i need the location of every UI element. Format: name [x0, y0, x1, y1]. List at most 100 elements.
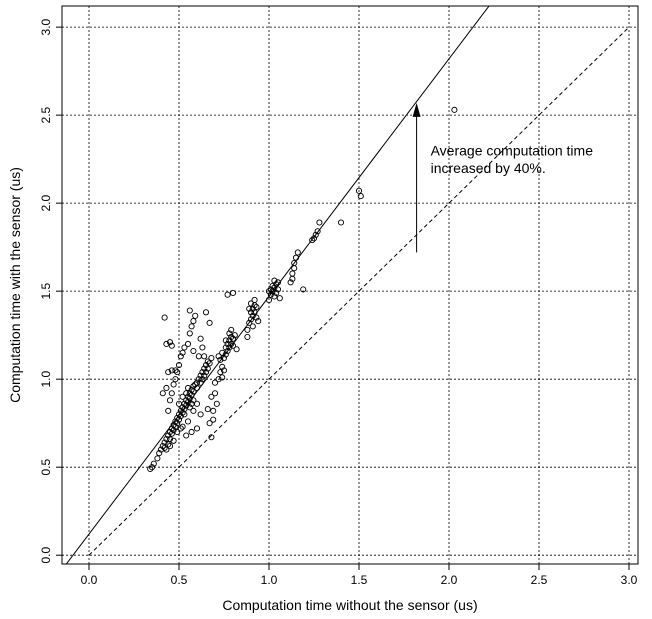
data-point	[274, 286, 282, 293]
data-point	[228, 326, 235, 333]
annotation: Average computation time increased by 40…	[412, 102, 594, 253]
x-tick-label: 1.0	[261, 573, 278, 587]
data-point	[177, 353, 184, 360]
data-point	[219, 363, 226, 370]
data-point	[202, 309, 210, 316]
y-tick-label: 0.0	[39, 547, 53, 564]
data-point	[204, 406, 211, 413]
data-point	[188, 323, 195, 330]
data-point	[355, 187, 363, 194]
data-point	[183, 402, 190, 409]
data-point	[253, 314, 260, 321]
data-point	[175, 416, 183, 423]
data-point	[174, 420, 181, 427]
data-point	[249, 305, 256, 312]
data-point	[150, 460, 157, 467]
data-point	[206, 420, 213, 427]
x-tick-label: 0.5	[171, 573, 188, 587]
data-point	[163, 446, 170, 453]
data-point	[217, 356, 224, 363]
data-point	[271, 277, 278, 284]
plot-frame	[61, 5, 639, 565]
grid	[62, 6, 638, 564]
data-point	[309, 237, 316, 244]
data-point	[249, 312, 256, 319]
data-point	[246, 305, 253, 312]
data-point	[199, 376, 206, 383]
data-point	[215, 376, 222, 383]
data-point	[190, 397, 197, 404]
data-point	[208, 434, 215, 441]
y-tick-label: 1.0	[39, 371, 53, 388]
data-point	[273, 281, 280, 288]
x-tick-label: 3.0	[621, 573, 638, 587]
annotation-line-1: Average computation time	[431, 143, 594, 159]
data-point	[165, 432, 172, 439]
data-point	[190, 407, 197, 414]
data-point	[265, 296, 273, 304]
data-point	[186, 404, 193, 411]
data-point	[247, 300, 255, 307]
data-point	[177, 425, 184, 432]
data-point	[222, 351, 229, 358]
data-point	[193, 425, 201, 432]
annotation-arrowhead	[412, 102, 421, 117]
data-point	[199, 344, 206, 351]
data-point	[159, 443, 166, 450]
data-point	[179, 393, 186, 400]
data-point	[193, 384, 201, 392]
data-point	[244, 333, 251, 340]
data-point	[206, 360, 213, 367]
data-point	[229, 342, 237, 349]
data-point	[174, 369, 181, 376]
data-point	[204, 358, 211, 365]
data-point	[186, 395, 193, 402]
data-point	[168, 390, 175, 397]
data-point	[208, 393, 215, 400]
data-point	[267, 286, 274, 293]
reference-lines	[65, 6, 630, 564]
data-point	[316, 219, 323, 226]
data-point	[226, 330, 233, 337]
data-point	[183, 432, 190, 439]
data-point	[312, 231, 319, 238]
y-axis: 0.0 0.5 1.0 1.5 2.0 2.5 3.0	[39, 18, 62, 564]
data-point	[211, 390, 219, 397]
data-point	[357, 193, 364, 200]
data-point	[179, 409, 186, 416]
x-tick-label: 0.0	[81, 573, 98, 587]
data-point	[154, 455, 161, 462]
data-point	[228, 340, 235, 348]
data-point	[229, 335, 237, 342]
data-point	[174, 428, 181, 436]
data-point	[247, 316, 255, 323]
data-point	[229, 289, 237, 296]
data-point	[188, 391, 195, 399]
data-point	[172, 367, 179, 374]
data-point	[166, 435, 174, 443]
data-point	[166, 397, 174, 404]
data-point	[190, 318, 197, 325]
x-tick-label: 1.5	[351, 573, 368, 587]
data-point	[179, 349, 186, 356]
data-point	[202, 362, 210, 369]
data-point	[172, 376, 179, 383]
data-point	[220, 355, 228, 362]
data-point	[222, 337, 229, 344]
data-point	[224, 347, 231, 355]
data-point	[170, 437, 177, 444]
x-axis-label: Computation time without the sensor (us)	[222, 597, 477, 613]
x-tick-label: 2.0	[441, 573, 458, 587]
y-tick-label: 1.5	[39, 282, 53, 299]
data-point	[271, 284, 278, 291]
data-point	[276, 295, 283, 302]
data-point	[163, 340, 170, 348]
data-point	[159, 390, 166, 397]
data-point	[224, 340, 231, 348]
data-point	[184, 340, 192, 348]
y-tick-label: 0.5	[39, 459, 53, 476]
data-point	[195, 376, 202, 383]
data-point	[201, 372, 208, 379]
y-axis-label: Computation time with the sensor (us)	[7, 167, 23, 403]
